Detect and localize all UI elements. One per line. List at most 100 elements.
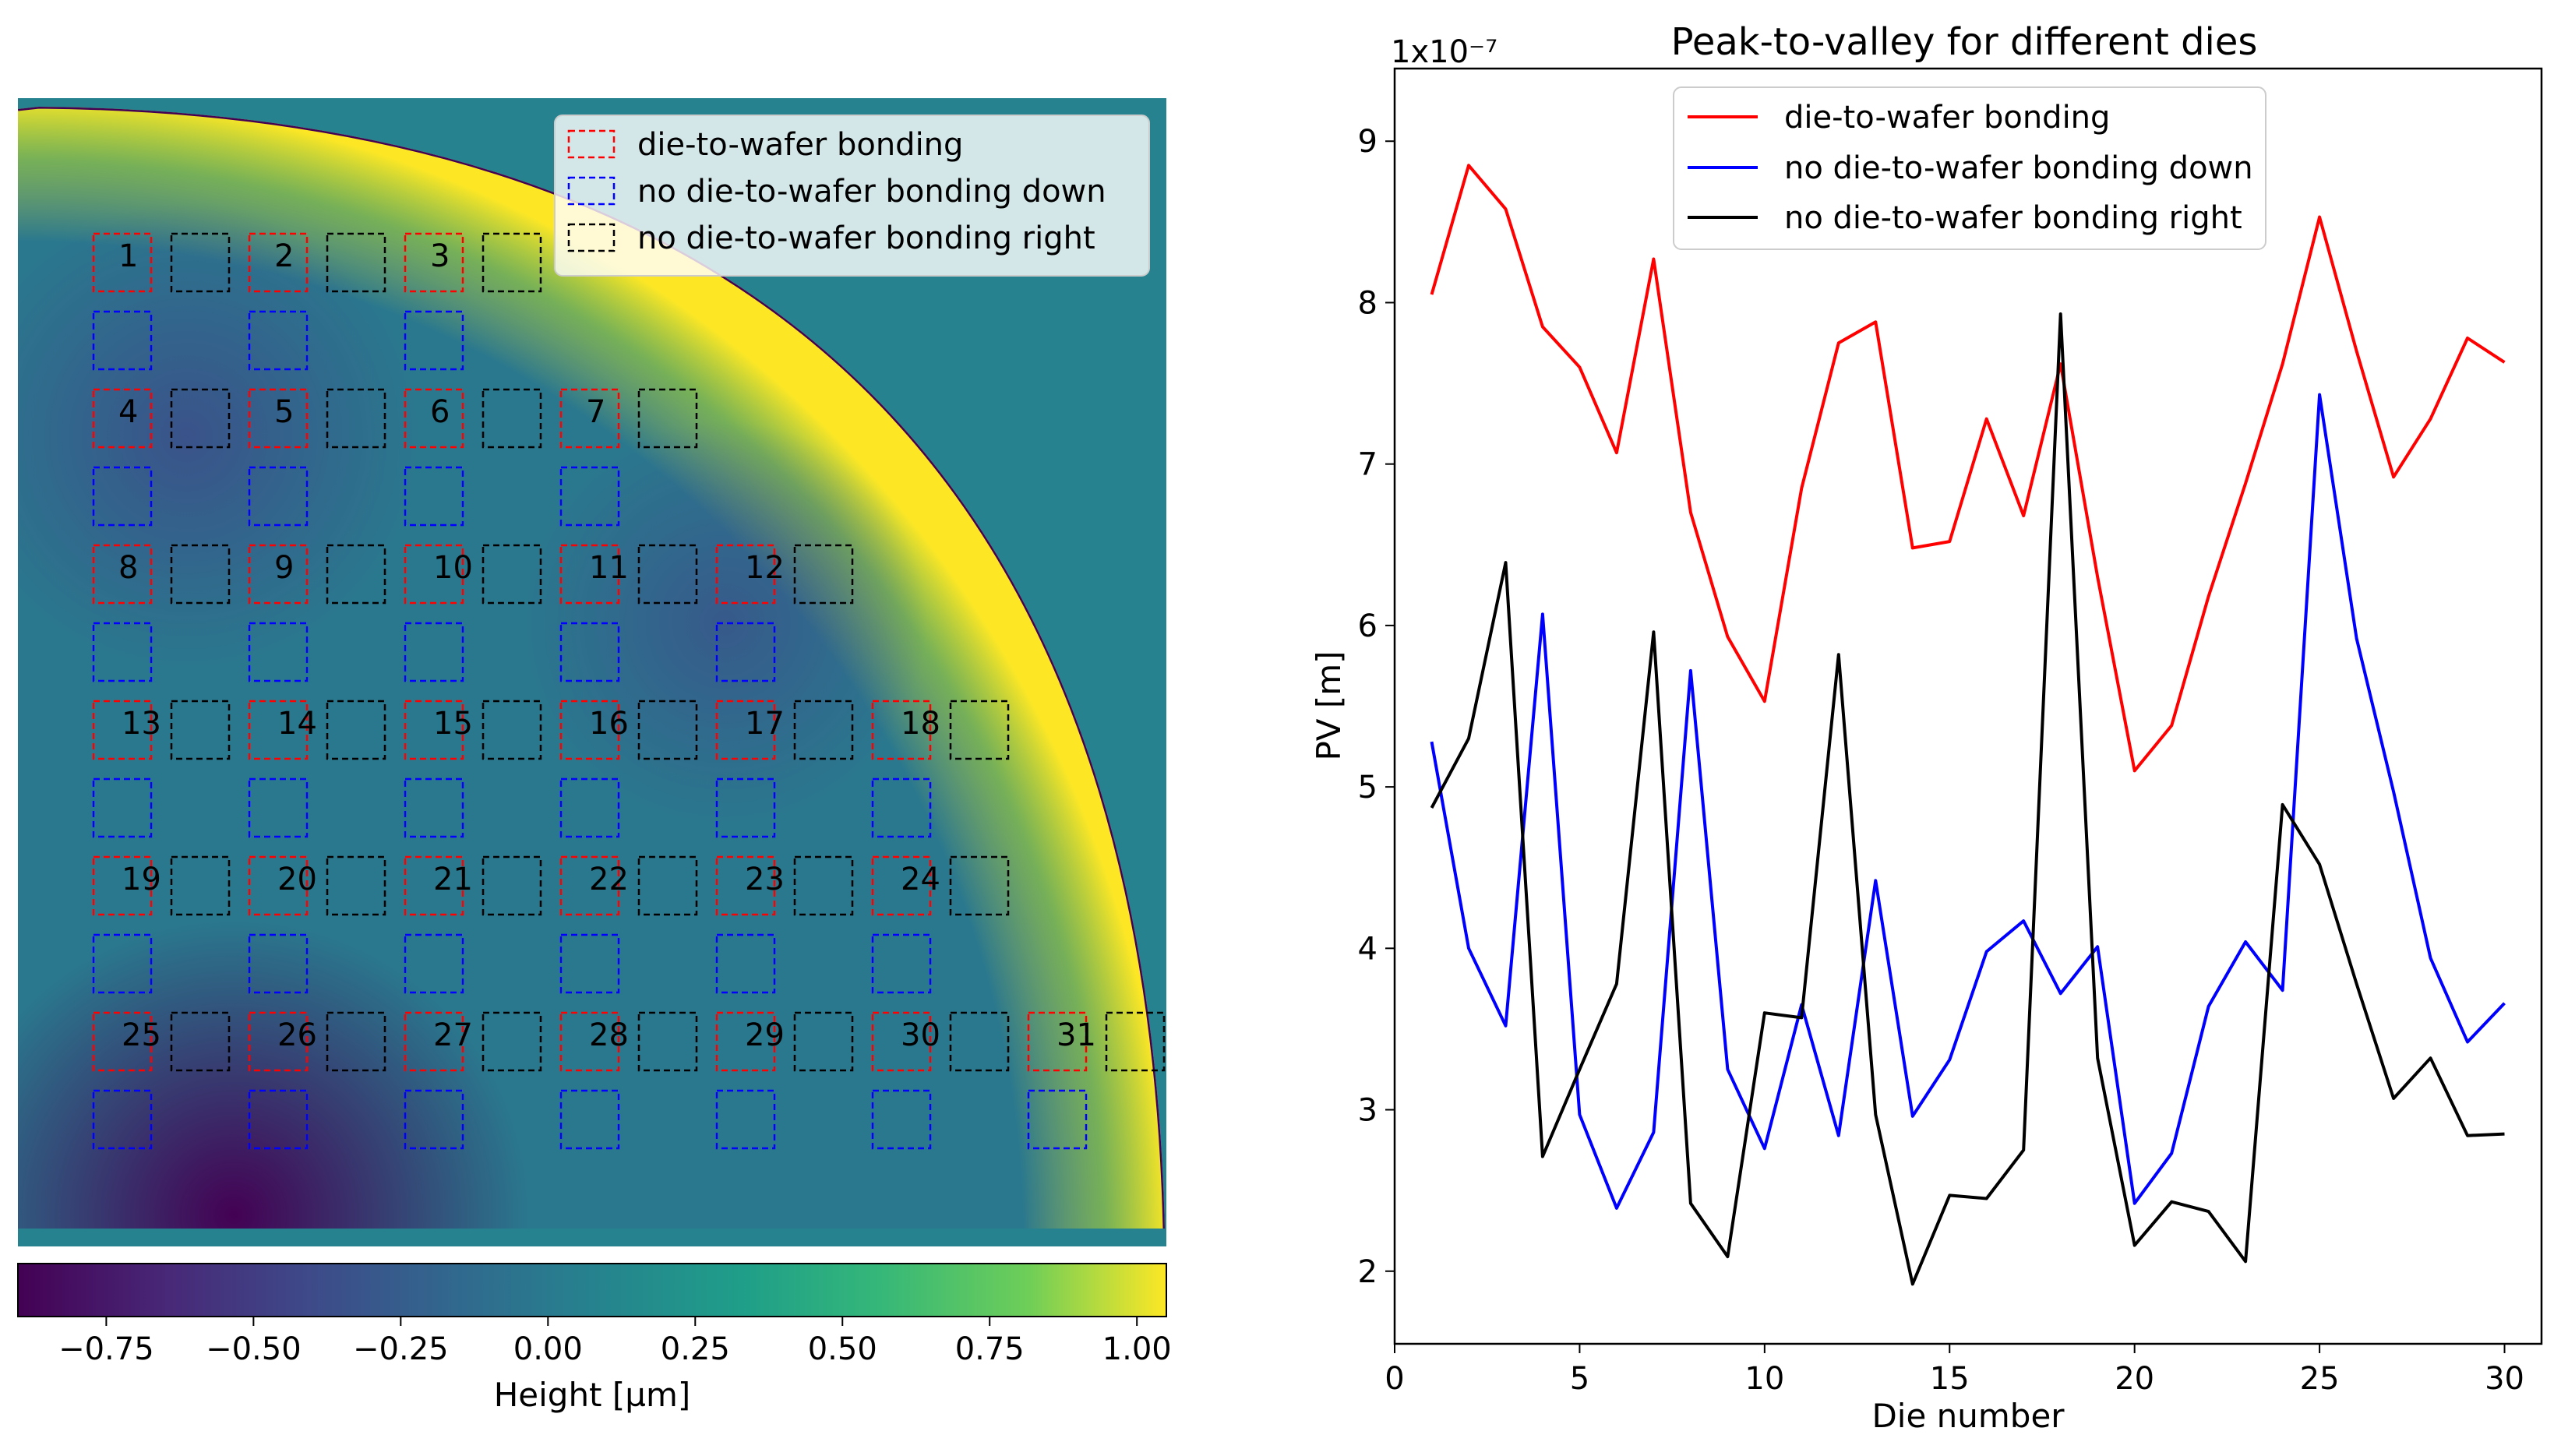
die-box-down bbox=[92, 1089, 153, 1150]
die-number-label: 20 bbox=[277, 862, 317, 897]
die-box-down bbox=[404, 622, 464, 682]
die-number-label: 6 bbox=[430, 394, 450, 430]
die-box-bonding bbox=[248, 1011, 309, 1072]
die-box-down bbox=[559, 933, 620, 994]
colorbar-tick-label: 0.75 bbox=[955, 1331, 1025, 1367]
die-box-bonding bbox=[559, 700, 620, 760]
die-box-bonding bbox=[92, 388, 153, 449]
die-box-down bbox=[92, 466, 153, 527]
colorbar-tick-label: −0.50 bbox=[206, 1331, 302, 1367]
die-box-right bbox=[793, 544, 854, 605]
die-box-bonding bbox=[92, 700, 153, 760]
die-box-down bbox=[559, 622, 620, 682]
x-tick-label: 20 bbox=[2115, 1361, 2154, 1397]
die-box-down bbox=[1027, 1089, 1088, 1150]
die-box-bonding bbox=[404, 855, 464, 916]
x-tick-label: 15 bbox=[1930, 1361, 1970, 1397]
die-box-down bbox=[404, 1089, 464, 1150]
die-number-label: 2 bbox=[274, 238, 294, 274]
y-tick-label: 5 bbox=[1358, 770, 1378, 806]
die-box-down bbox=[248, 1089, 309, 1150]
die-box-bonding bbox=[1027, 1011, 1088, 1072]
y-offset-label: 1x10⁻⁷ bbox=[1391, 34, 1497, 70]
die-box-down bbox=[248, 622, 309, 682]
die-box-right bbox=[482, 855, 542, 916]
die-box-bonding bbox=[248, 388, 309, 449]
plot-area bbox=[1393, 67, 2543, 1345]
die-box-right bbox=[482, 700, 542, 760]
y-tick-label: 3 bbox=[1358, 1093, 1378, 1129]
die-box-bonding bbox=[715, 700, 776, 760]
die-number-label: 5 bbox=[274, 394, 294, 430]
legend-text-right: no die-to-wafer bonding right bbox=[1784, 200, 2242, 236]
die-number-label: 15 bbox=[433, 706, 473, 742]
x-tick-label: 0 bbox=[1385, 1361, 1404, 1397]
die-box-down bbox=[559, 1089, 620, 1150]
die-box-bonding bbox=[92, 1011, 153, 1072]
die-box-down bbox=[871, 1089, 932, 1150]
die-number-label: 29 bbox=[745, 1017, 785, 1053]
die-box-bonding bbox=[715, 544, 776, 605]
die-number-label: 22 bbox=[589, 862, 629, 897]
die-box-right bbox=[949, 1011, 1010, 1072]
die-box-right bbox=[326, 1011, 386, 1072]
die-box-bonding bbox=[404, 232, 464, 293]
die-box-bonding bbox=[871, 1011, 932, 1072]
die-number-label: 31 bbox=[1057, 1017, 1096, 1053]
die-box-right bbox=[793, 1011, 854, 1072]
die-box-right bbox=[949, 700, 1010, 760]
die-number-label: 17 bbox=[745, 706, 785, 742]
die-number-label: 24 bbox=[901, 862, 940, 897]
colorbar-tick-label: 0.25 bbox=[661, 1331, 730, 1367]
axes: 0 5 10 15 20 25 30 2 3 4 5 6 7 8 9 bbox=[1358, 124, 2524, 1397]
die-box-right bbox=[482, 388, 542, 449]
die-number-label: 23 bbox=[745, 862, 785, 897]
die-box-right bbox=[637, 1011, 698, 1072]
die-box-bonding bbox=[559, 855, 620, 916]
pv-chart-panel: Peak-to-valley for different dies 1x10⁻⁷… bbox=[1310, 20, 2543, 1435]
die-box-down bbox=[715, 777, 776, 838]
die-box-right bbox=[1105, 1011, 1166, 1072]
x-tick-label: 5 bbox=[1570, 1361, 1589, 1397]
die-box-down bbox=[559, 466, 620, 527]
die-number-label: 25 bbox=[122, 1017, 161, 1053]
y-tick-label: 8 bbox=[1358, 285, 1378, 321]
die-box-down bbox=[404, 466, 464, 527]
die-box-right bbox=[482, 1011, 542, 1072]
die-box-right bbox=[170, 855, 231, 916]
die-number-label: 9 bbox=[274, 550, 294, 586]
die-box-bonding bbox=[404, 1011, 464, 1072]
die-box-bonding bbox=[248, 544, 309, 605]
series-lines bbox=[1430, 164, 2506, 1286]
die-number-label: 21 bbox=[433, 862, 473, 897]
wafer-edge bbox=[18, 107, 1165, 1229]
die-number-label: 1 bbox=[118, 238, 138, 274]
die-box-right bbox=[949, 855, 1010, 916]
die-box-down bbox=[404, 933, 464, 994]
series-line-right bbox=[1430, 312, 2505, 1286]
colorbar-tick-label: −0.25 bbox=[353, 1331, 449, 1367]
legend-label-down: no die-to-wafer bonding down bbox=[637, 174, 1106, 210]
legend-label-bonding: die-to-wafer bonding bbox=[637, 127, 963, 163]
die-number-label: 10 bbox=[433, 550, 473, 586]
die-number-label: 12 bbox=[745, 550, 785, 586]
die-box-bonding bbox=[404, 388, 464, 449]
die-number-label: 7 bbox=[586, 394, 605, 430]
die-box-bonding bbox=[92, 232, 153, 293]
die-box-down bbox=[92, 933, 153, 994]
die-box-down bbox=[715, 1089, 776, 1150]
die-box-right bbox=[170, 700, 231, 760]
die-number-label: 26 bbox=[277, 1017, 317, 1053]
colorbar-tick-label: 0.00 bbox=[513, 1331, 583, 1367]
die-box-bonding bbox=[92, 855, 153, 916]
die-number-label: 19 bbox=[122, 862, 161, 897]
colorbar: −0.75 −0.50 −0.25 0.00 0.25 0.50 0.75 1.00 Heig… bbox=[17, 1263, 1172, 1414]
die-box-down bbox=[248, 466, 309, 527]
die-box-down bbox=[715, 933, 776, 994]
die-box-right bbox=[793, 855, 854, 916]
series-line-bonding bbox=[1430, 164, 2506, 773]
y-tick-label: 9 bbox=[1358, 124, 1378, 160]
die-box-bonding bbox=[248, 700, 309, 760]
